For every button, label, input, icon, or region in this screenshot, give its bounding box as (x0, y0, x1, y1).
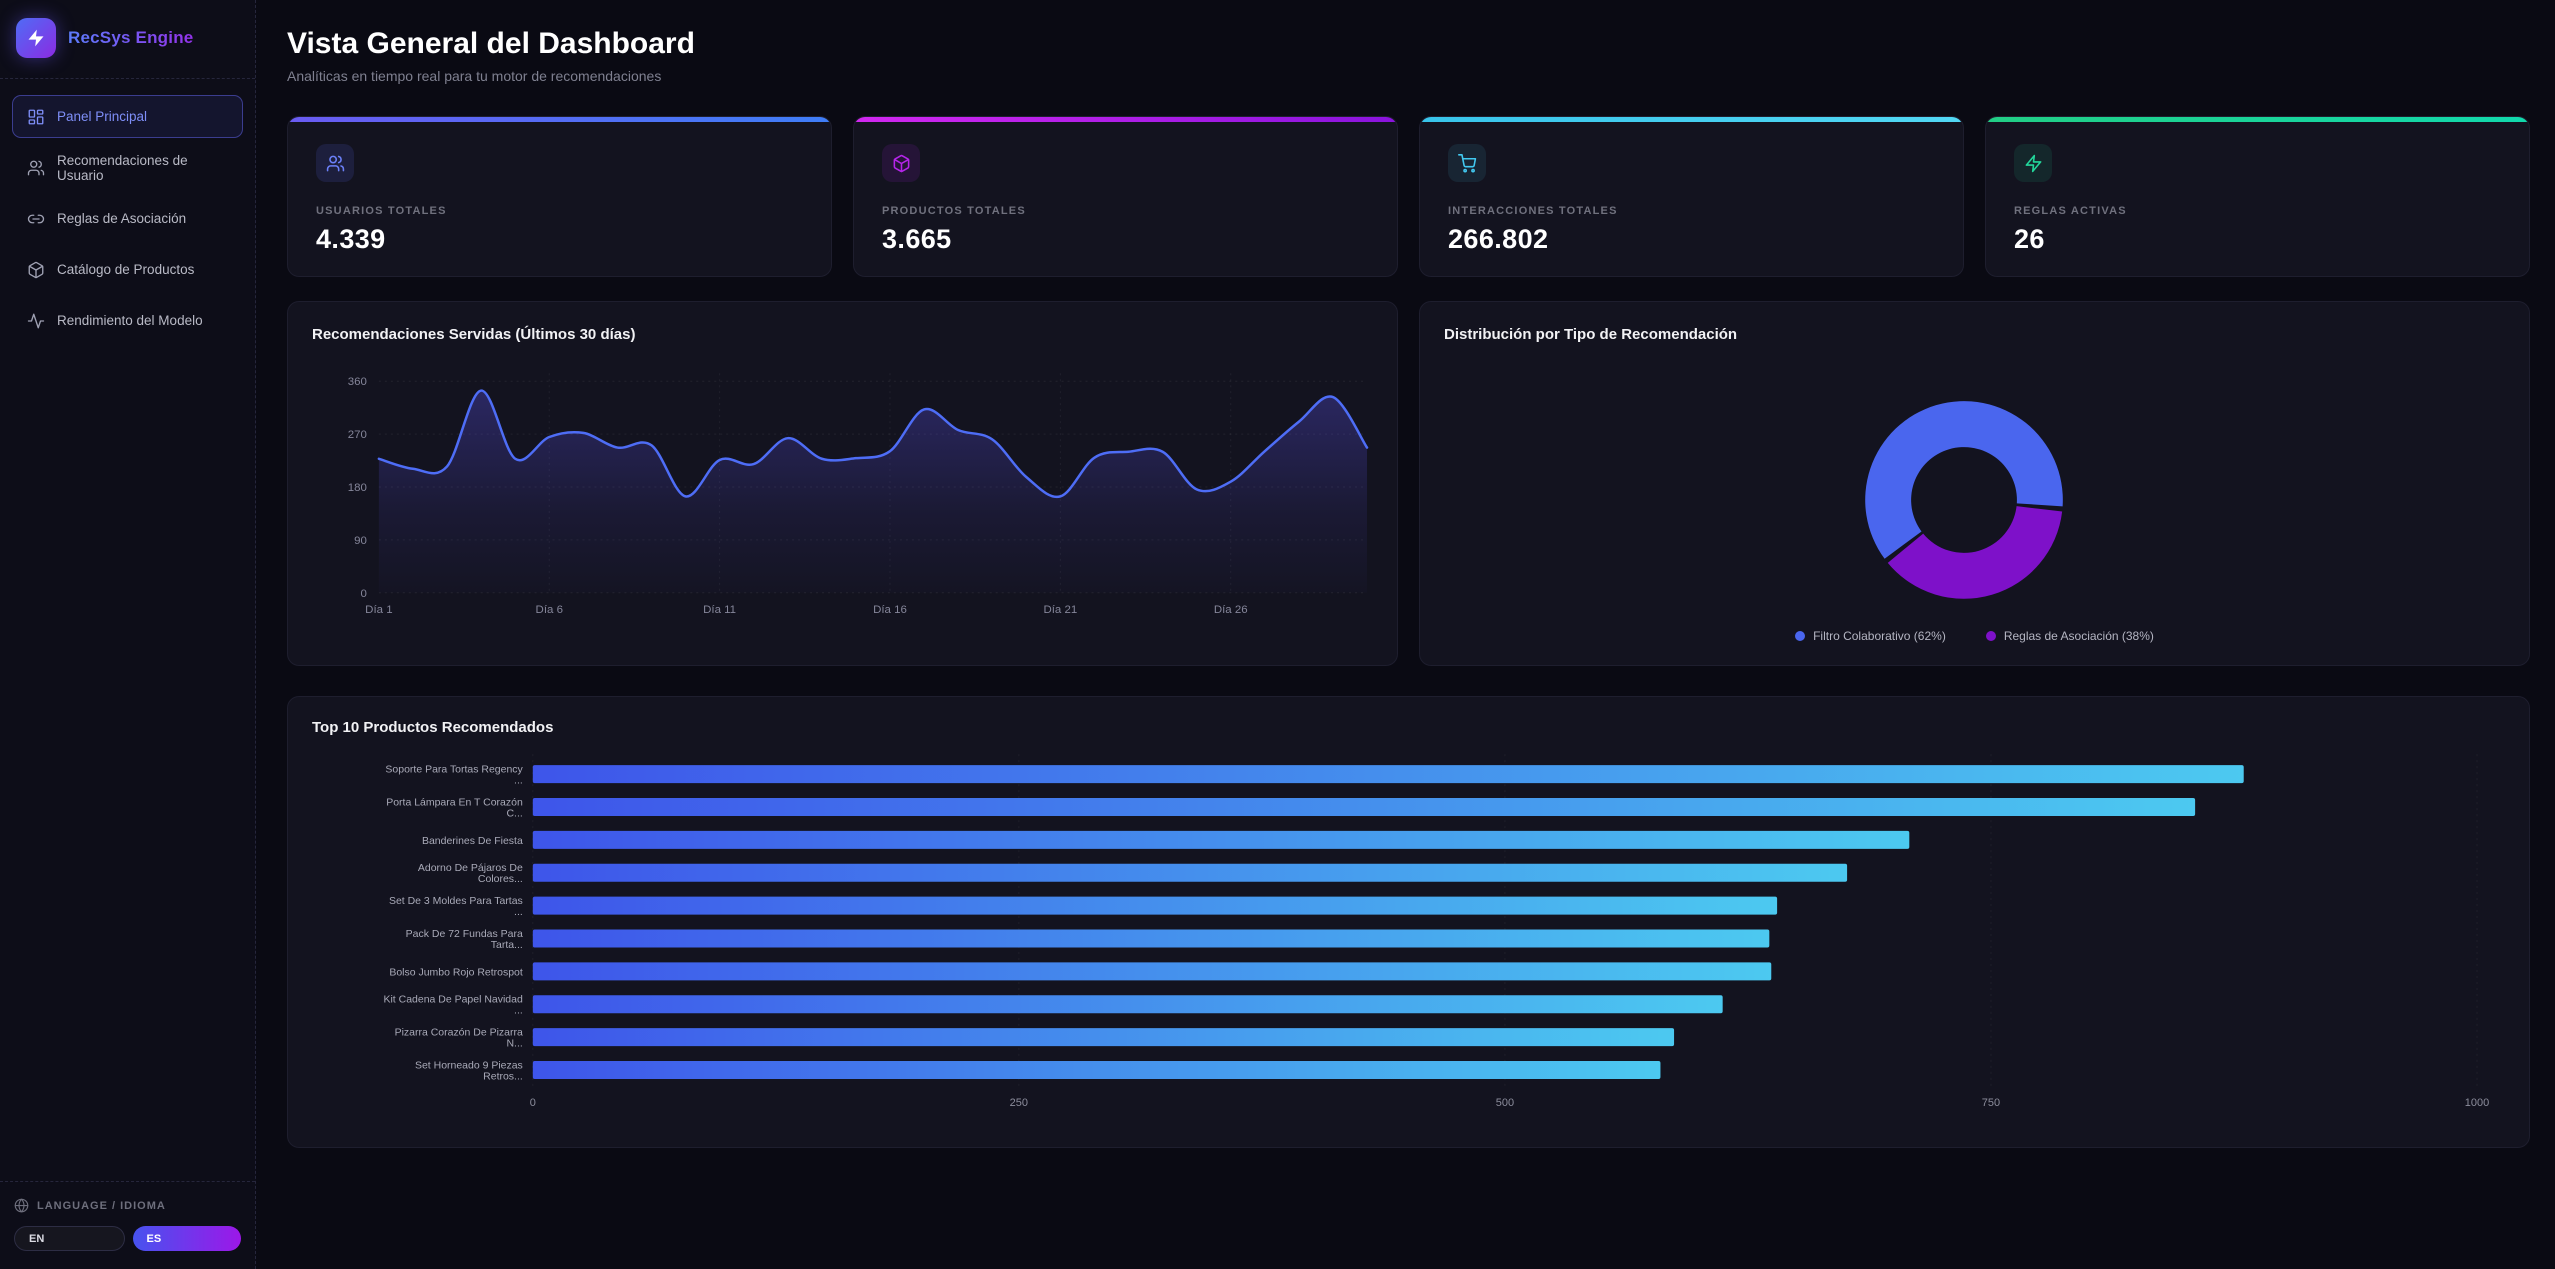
activity-icon (27, 313, 45, 328)
legend-item-reglas-asociacion: Reglas de Asociación (38%) (1985, 629, 2154, 643)
sidebar-item-label: Recomendaciones de Usuario (57, 152, 188, 183)
line-chart-title: Recomendaciones Servidas (Últimos 30 día… (312, 326, 636, 343)
svg-text:Día 16: Día 16 (873, 604, 907, 616)
stat-accent-bar (1986, 117, 2529, 122)
bar-chart-card: Top 10 Productos Recomendados 0 250 500 750… (287, 696, 2530, 1148)
stat-value: 26 (2014, 224, 2045, 254)
app-name: RecSys Engine (68, 28, 194, 47)
svg-text:90: 90 (354, 535, 367, 547)
legend-dot (1985, 631, 1996, 641)
sidebar-item-reglas-asociacion[interactable]: Reglas de Asociación (12, 197, 243, 240)
sidebar-item-label: Rendimiento del Modelo (57, 313, 203, 328)
svg-text:Set De 3 Moldes Para Tartas...: Set De 3 Moldes Para Tartas... (389, 896, 523, 918)
users-icon (316, 144, 354, 182)
svg-text:Kit Cadena De Papel Navidad...: Kit Cadena De Papel Navidad... (383, 995, 522, 1017)
svg-text:270: 270 (348, 429, 367, 441)
page-title: Vista General del Dashboard (287, 27, 695, 60)
stat-accent-bar (288, 117, 831, 122)
language-section: LANGUAGE / IDIOMA EN ES (0, 1181, 255, 1269)
page-subtitle: Analíticas en tiempo real para tu motor … (287, 68, 662, 84)
charts-row: Recomendaciones Servidas (Últimos 30 día… (287, 301, 2530, 666)
zap-icon (2014, 144, 2052, 182)
app-logo: RecSys Engine (0, 0, 255, 79)
bar-chart-title: Top 10 Productos Recomendados (312, 719, 554, 736)
svg-text:Día 26: Día 26 (1214, 604, 1248, 616)
sidebar-item-panel-principal[interactable]: Panel Principal (12, 95, 243, 138)
stat-value: 266.802 (1448, 224, 1549, 254)
package-icon (882, 144, 920, 182)
sidebar-spacer (0, 358, 255, 1181)
bar-chart: 0 250 500 750 1000 Soporte Para Tortas Regenc… (312, 744, 2505, 1116)
stats-grid: USUARIOS TOTALES 4.339 PRODUCTOS TOTALES… (287, 116, 2530, 277)
language-en-button[interactable]: EN (14, 1226, 125, 1251)
sidebar-item-catalogo-productos[interactable]: Catálogo de Productos (12, 248, 243, 291)
stat-label: PRODUCTOS TOTALES (882, 205, 1026, 217)
bolt-icon (16, 18, 56, 58)
svg-text:Día 6: Día 6 (536, 604, 563, 616)
stat-label: REGLAS ACTIVAS (2014, 205, 2127, 217)
dashboard-icon (28, 109, 44, 124)
svg-text:360: 360 (348, 376, 367, 388)
donut-chart (1444, 351, 2505, 623)
users-icon (27, 160, 45, 175)
stat-card-productos-totales: PRODUCTOS TOTALES 3.665 (853, 116, 1398, 277)
main-content: Vista General del Dashboard Analíticas e… (256, 0, 2555, 1269)
sidebar-item-recomendaciones-usuario[interactable]: Recomendaciones de Usuario (12, 146, 243, 189)
link-icon (27, 214, 45, 223)
sidebar: RecSys Engine Panel Principal Recomendac… (0, 0, 256, 1269)
stat-accent-bar (1420, 117, 1963, 122)
svg-text:250: 250 (1010, 1097, 1028, 1109)
donut-chart-card: Distribución por Tipo de Recomendación F… (1419, 301, 2530, 666)
stat-card-usuarios-totales: USUARIOS TOTALES 4.339 (287, 116, 832, 277)
donut-legend: Filtro Colaborativo (62%) Reglas de Asoc… (1444, 629, 2505, 643)
svg-text:750: 750 (1982, 1097, 2000, 1109)
line-chart-card: Recomendaciones Servidas (Últimos 30 día… (287, 301, 1398, 666)
cart-icon (1448, 144, 1486, 182)
stat-label: INTERACCIONES TOTALES (1448, 205, 1618, 217)
svg-text:500: 500 (1496, 1097, 1514, 1109)
sidebar-item-label: Catálogo de Productos (57, 262, 195, 277)
stat-card-reglas-activas: REGLAS ACTIVAS 26 (1985, 116, 2530, 277)
svg-text:180: 180 (348, 482, 367, 494)
svg-text:0: 0 (361, 588, 367, 600)
stat-label: USUARIOS TOTALES (316, 205, 447, 217)
svg-text:Soporte Para Tortas Regency...: Soporte Para Tortas Regency... (385, 765, 523, 787)
sidebar-nav: Panel Principal Recomendaciones de Usuar… (0, 79, 255, 358)
stat-value: 4.339 (316, 224, 386, 254)
line-chart: 0 90 180 270 360 Día 1 Día 6 Día 11 Día 16 Día 21… (312, 351, 1373, 623)
svg-text:1000: 1000 (2465, 1097, 2489, 1109)
package-icon (28, 261, 44, 278)
language-es-button[interactable]: ES (132, 1226, 241, 1251)
svg-text:0: 0 (530, 1097, 536, 1109)
sidebar-item-label: Reglas de Asociación (57, 211, 187, 226)
globe-icon (14, 1198, 29, 1213)
legend-item-filtro-colaborativo: Filtro Colaborativo (62%) (1795, 629, 1946, 643)
svg-text:Día 21: Día 21 (1043, 604, 1077, 616)
donut-chart-title: Distribución por Tipo de Recomendación (1444, 326, 1738, 343)
svg-text:Día 11: Día 11 (703, 604, 736, 616)
sidebar-item-label: Panel Principal (57, 109, 148, 124)
stat-card-interacciones-totales: INTERACCIONES TOTALES 266.802 (1419, 116, 1964, 277)
svg-text:Banderines De Fiesta: Banderines De Fiesta (422, 836, 523, 847)
sidebar-item-rendimiento-modelo[interactable]: Rendimiento del Modelo (12, 299, 243, 342)
stat-accent-bar (854, 117, 1397, 122)
legend-dot (1795, 631, 1806, 641)
svg-text:Bolso Jumbo Rojo Retrospot: Bolso Jumbo Rojo Retrospot (389, 967, 523, 978)
svg-text:Día 1: Día 1 (365, 604, 392, 616)
language-label: LANGUAGE / IDIOMA (14, 1198, 241, 1213)
stat-value: 3.665 (882, 224, 952, 254)
